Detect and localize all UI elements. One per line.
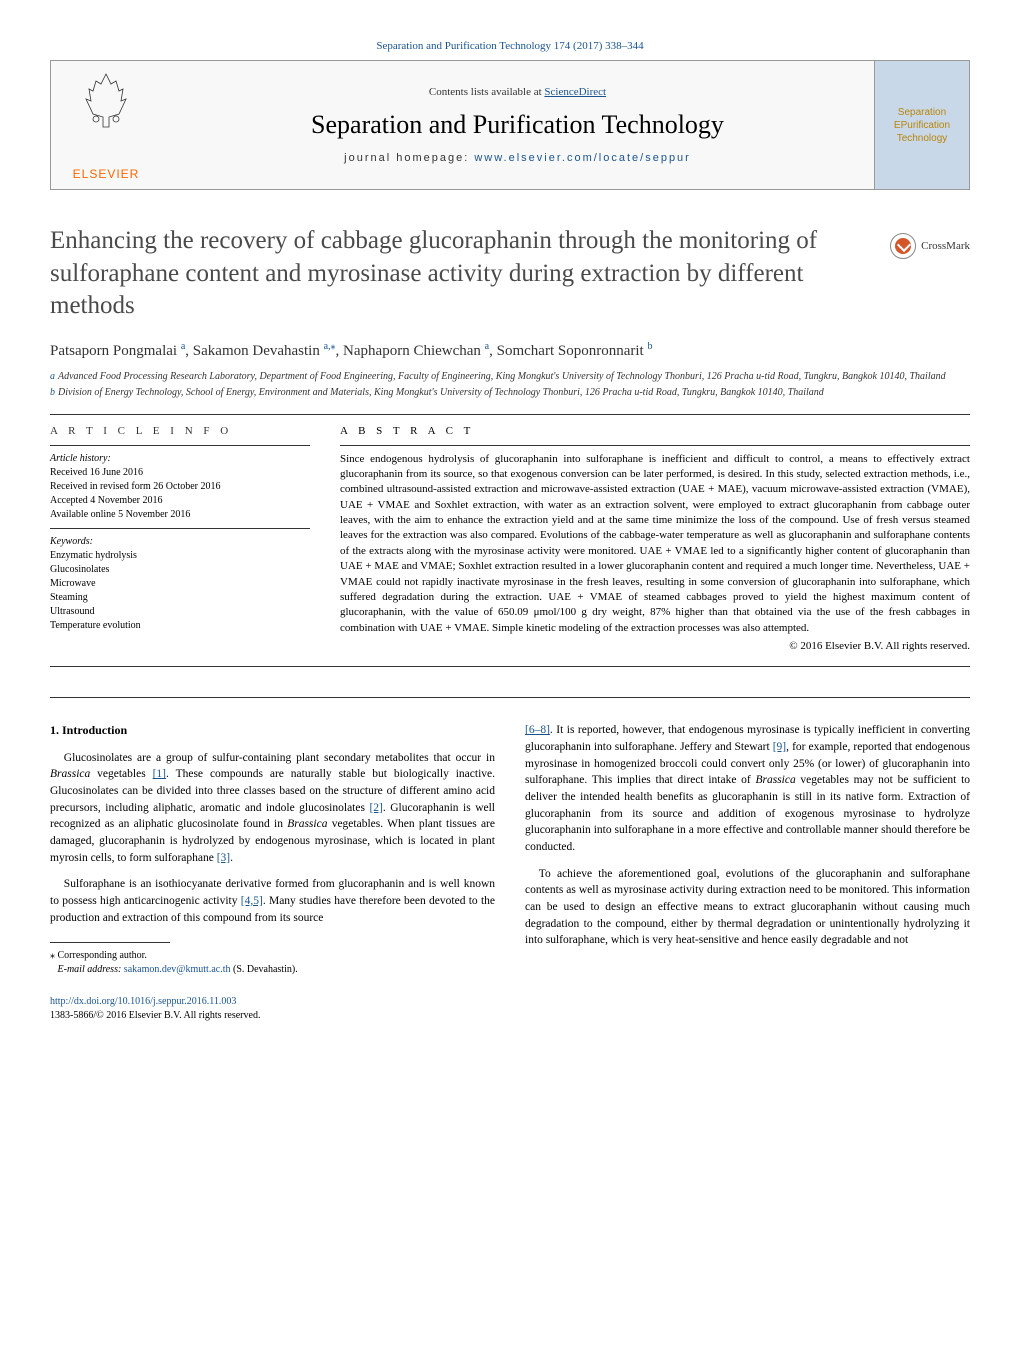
header-bar: ELSEVIER Contents lists available at Sci…	[50, 60, 970, 190]
divider	[50, 414, 970, 415]
ref-link-4-5[interactable]: [4,5]	[241, 895, 263, 907]
article-info-column: A R T I C L E I N F O Article history: R…	[50, 425, 310, 653]
footnote-corr: Corresponding author.	[55, 950, 147, 961]
affil-a-sup: a	[50, 370, 55, 384]
footnote-email-link[interactable]: sakamon.dev@kmutt.ac.th	[124, 964, 231, 975]
ref-link-1[interactable]: [1]	[153, 768, 166, 780]
bottom-info: http://dx.doi.org/10.1016/j.seppur.2016.…	[50, 995, 495, 1023]
crossmark-label: CrossMark	[921, 240, 970, 252]
author-3-affil: a	[485, 341, 489, 352]
ref-link-9[interactable]: [9]	[773, 741, 786, 753]
author-1-affil: a	[181, 341, 185, 352]
divider	[50, 666, 970, 667]
history-online: Available online 5 November 2016	[50, 508, 310, 522]
affiliation-a: Advanced Food Processing Research Labora…	[58, 370, 946, 384]
article-info-head: A R T I C L E I N F O	[50, 425, 310, 437]
sciencedirect-line: Contents lists available at ScienceDirec…	[429, 86, 606, 98]
crossmark-icon	[890, 233, 916, 259]
keyword-4: Steaming	[50, 591, 310, 605]
journal-cover-thumbnail: Separation EPurification Technology	[874, 61, 969, 189]
ref-link-2[interactable]: [2]	[369, 802, 382, 814]
left-column: 1. Introduction Glucosinolates are a gro…	[50, 722, 495, 1023]
issn-copyright: 1383-5866/© 2016 Elsevier B.V. All right…	[50, 1010, 260, 1021]
ref-link-3[interactable]: [3]	[217, 852, 230, 864]
history-accepted: Accepted 4 November 2016	[50, 494, 310, 508]
cover-line-1: Separation	[894, 106, 950, 119]
abstract-head: A B S T R A C T	[340, 425, 970, 437]
keyword-3: Microwave	[50, 577, 310, 591]
text: vegetables	[90, 768, 152, 780]
author-4-affil: b	[647, 341, 652, 352]
affiliation-b: Division of Energy Technology, School of…	[58, 386, 824, 400]
abstract-body: Since endogenous hydrolysis of glucoraph…	[340, 452, 970, 637]
homepage-link[interactable]: www.elsevier.com/locate/seppur	[474, 152, 691, 164]
cover-line-2: EPurification	[894, 119, 950, 132]
publisher-name: ELSEVIER	[73, 167, 140, 181]
sciencedirect-prefix: Contents lists available at	[429, 86, 544, 98]
affil-b-sup: b	[50, 386, 55, 400]
section-1-head: 1. Introduction	[50, 722, 495, 739]
ref-link-6-8[interactable]: [6–8]	[525, 724, 550, 736]
sciencedirect-link[interactable]: ScienceDirect	[544, 86, 606, 98]
intro-p1: Glucosinolates are a group of sulfur-con…	[50, 750, 495, 867]
keyword-5: Ultrasound	[50, 605, 310, 619]
journal-name: Separation and Purification Technology	[311, 110, 724, 140]
author-2: Sakamon Devahastin	[193, 343, 320, 359]
keyword-1: Enzymatic hydrolysis	[50, 549, 310, 563]
italic-term: Brassica	[755, 774, 795, 786]
divider	[50, 445, 310, 446]
author-1: Patsaporn Pongmalai	[50, 343, 177, 359]
divider	[50, 697, 970, 698]
intro-p2-cont: [6–8]. It is reported, however, that end…	[525, 722, 970, 855]
homepage-prefix: journal homepage:	[344, 152, 474, 164]
keywords-head: Keywords:	[50, 535, 310, 549]
history-received: Received 16 June 2016	[50, 466, 310, 480]
keyword-2: Glucosinolates	[50, 563, 310, 577]
authors-line: Patsaporn Pongmalai a, Sakamon Devahasti…	[50, 341, 970, 360]
elsevier-tree-icon	[81, 69, 131, 129]
journal-reference: Separation and Purification Technology 1…	[50, 40, 970, 52]
article-title: Enhancing the recovery of cabbage glucor…	[50, 225, 870, 323]
italic-term: Brassica	[50, 768, 90, 780]
cover-text: Separation EPurification Technology	[894, 106, 950, 145]
corresponding-star-link[interactable]: ⁎	[331, 341, 336, 352]
divider	[340, 445, 970, 446]
divider	[50, 528, 310, 529]
cover-line-3: Technology	[894, 132, 950, 145]
history-revised: Received in revised form 26 October 2016	[50, 480, 310, 494]
history-head: Article history:	[50, 453, 111, 464]
footnote: ⁎ Corresponding author. E-mail address: …	[50, 949, 495, 977]
doi-link[interactable]: http://dx.doi.org/10.1016/j.seppur.2016.…	[50, 996, 236, 1007]
affiliations: aAdvanced Food Processing Research Labor…	[50, 370, 970, 400]
crossmark-badge[interactable]: CrossMark	[890, 233, 970, 259]
footnote-email-label: E-mail address:	[58, 964, 124, 975]
intro-p3: To achieve the aforementioned goal, evol…	[525, 866, 970, 949]
author-3: Naphaporn Chiewchan	[343, 343, 481, 359]
footnote-divider	[50, 942, 170, 943]
text: .	[230, 852, 233, 864]
header-middle: Contents lists available at ScienceDirec…	[161, 61, 874, 189]
abstract-copyright: © 2016 Elsevier B.V. All rights reserved…	[340, 640, 970, 652]
homepage-line: journal homepage: www.elsevier.com/locat…	[344, 152, 691, 164]
intro-p2: Sulforaphane is an isothiocyanate deriva…	[50, 876, 495, 926]
author-4: Somchart Soponronnarit	[497, 343, 644, 359]
footnote-email-who: (S. Devahastin).	[230, 964, 297, 975]
author-2-affil: a,	[324, 341, 331, 352]
abstract-column: A B S T R A C T Since endogenous hydroly…	[340, 425, 970, 653]
keyword-6: Temperature evolution	[50, 619, 310, 633]
right-column: [6–8]. It is reported, however, that end…	[525, 722, 970, 1023]
text: Glucosinolates are a group of sulfur-con…	[64, 752, 495, 764]
italic-term: Brassica	[287, 818, 327, 830]
publisher-logo-box: ELSEVIER	[51, 61, 161, 189]
